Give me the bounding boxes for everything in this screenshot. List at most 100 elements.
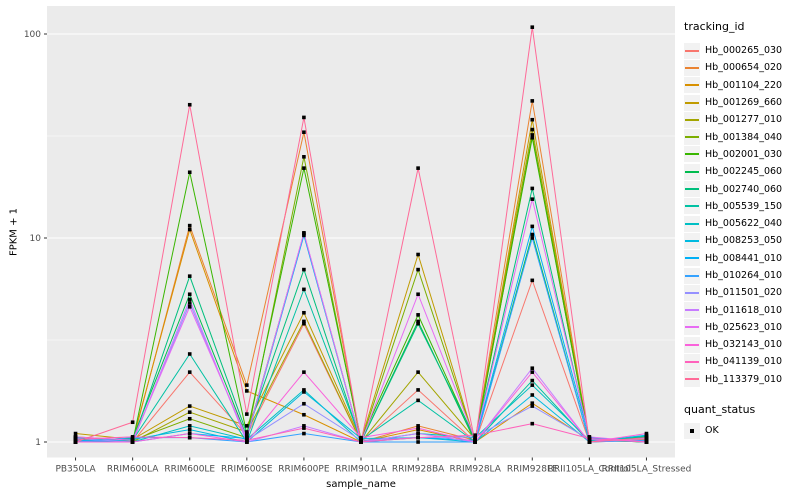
legend-line-swatch-icon — [685, 291, 699, 294]
legend-key — [684, 371, 700, 388]
data-point — [530, 378, 535, 383]
data-point — [130, 420, 135, 425]
data-point — [530, 197, 535, 201]
data-point — [245, 435, 249, 440]
data-point — [416, 252, 420, 257]
legend-key — [684, 336, 700, 353]
data-point — [302, 370, 306, 374]
legend-item: Hb_032143_010 — [684, 336, 798, 353]
data-point — [644, 431, 649, 436]
x-tick-label: RRIM928LE — [507, 465, 558, 475]
legend-key — [684, 42, 700, 59]
data-point — [416, 388, 420, 392]
data-point — [302, 287, 306, 292]
data-point — [187, 424, 192, 428]
legend-item: Hb_025623_010 — [684, 319, 798, 336]
data-point — [416, 166, 420, 170]
legend-label: Hb_032143_010 — [705, 339, 783, 351]
data-point — [187, 352, 192, 356]
legend-title: tracking_id — [684, 20, 745, 33]
legend-label: Hb_001384_040 — [705, 131, 783, 143]
data-point — [187, 301, 192, 305]
legend-item: Hb_010264_010 — [684, 267, 798, 284]
legend-item: Hb_002245_060 — [684, 163, 798, 180]
data-point — [530, 135, 535, 140]
data-point — [416, 292, 420, 297]
data-point — [416, 435, 420, 440]
data-point — [302, 166, 306, 170]
data-point — [245, 383, 249, 387]
legend-label: Hb_002245_060 — [705, 166, 783, 178]
data-point — [530, 224, 535, 229]
data-point — [73, 435, 78, 439]
legend-label: Hb_010264_010 — [705, 270, 783, 281]
legend-line-swatch-icon — [685, 309, 699, 312]
y-axis-title: FPKM + 1 — [8, 207, 20, 257]
data-point — [530, 232, 535, 237]
legend-label: Hb_000265_030 — [705, 45, 783, 57]
legend-key — [684, 215, 700, 232]
plot-panel-background — [47, 6, 675, 458]
data-point — [187, 102, 192, 107]
data-point — [644, 440, 649, 444]
legend-key — [684, 59, 700, 76]
x-tick-label: RRII105LA_Control — [548, 465, 631, 475]
data-point — [245, 424, 249, 428]
data-point — [530, 393, 535, 397]
legend-label: Hb_001269_660 — [705, 97, 783, 109]
data-point — [302, 130, 306, 135]
legend-item: Hb_001384_040 — [684, 128, 798, 146]
ok-square-marker-icon — [690, 428, 694, 433]
legend-label: Hb_008253_050 — [705, 235, 783, 247]
data-point — [416, 440, 420, 444]
legend-key — [684, 302, 700, 319]
data-point — [530, 404, 535, 408]
data-point — [530, 117, 535, 122]
legend-item: Hb_005539_150 — [684, 198, 798, 215]
data-point — [587, 440, 592, 444]
data-point — [530, 421, 535, 426]
data-point — [302, 388, 306, 392]
legend-item: Hb_001277_010 — [684, 111, 798, 128]
data-point — [530, 383, 535, 387]
legend-line-swatch-icon — [685, 222, 699, 225]
legend-item: Hb_113379_010 — [684, 371, 798, 388]
data-point — [245, 431, 249, 436]
legend-line-swatch-icon — [685, 153, 699, 156]
data-point — [416, 319, 420, 324]
data-point — [187, 410, 192, 414]
data-point — [302, 115, 306, 120]
data-point — [530, 370, 535, 374]
legend-line-swatch-icon — [685, 188, 699, 191]
legend-label: Hb_005539_150 — [705, 200, 783, 212]
data-point — [302, 310, 306, 315]
legend-line-swatch-icon — [685, 360, 699, 363]
data-point — [187, 227, 192, 232]
data-point — [416, 424, 420, 428]
legend-key — [684, 422, 700, 439]
legend-key — [684, 181, 700, 198]
legend-key — [684, 250, 700, 267]
data-point — [302, 233, 306, 238]
data-point — [416, 398, 420, 403]
legend-line-swatch-icon — [685, 118, 699, 121]
data-point — [245, 389, 249, 393]
data-point — [302, 431, 306, 436]
x-tick-label: RRIM600LA — [107, 465, 159, 475]
data-point — [587, 436, 592, 441]
legend-key — [684, 163, 700, 180]
legend-key — [684, 94, 700, 111]
legend-key — [684, 319, 700, 336]
legend-line-swatch-icon — [685, 239, 699, 242]
legend-item: Hb_000654_020 — [684, 59, 798, 76]
legend-label: Hb_008441_010 — [705, 252, 783, 264]
data-point — [530, 133, 535, 137]
data-point — [302, 412, 306, 417]
legend-item: Hb_002740_060 — [684, 180, 798, 198]
data-point — [302, 424, 306, 428]
data-point — [187, 304, 192, 309]
data-point — [245, 412, 249, 416]
legend-label: Hb_025623_010 — [705, 321, 783, 333]
